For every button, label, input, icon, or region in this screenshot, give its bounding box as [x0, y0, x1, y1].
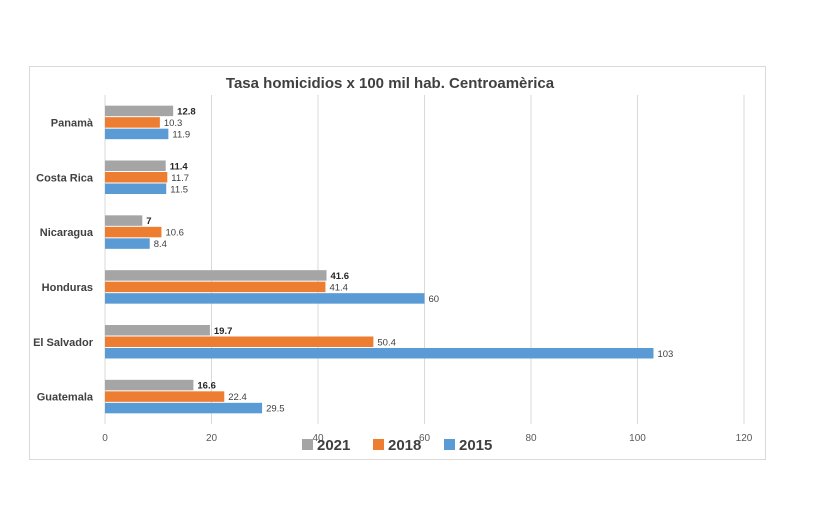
data-label-2018: 50.4	[377, 337, 396, 348]
bar-2018	[105, 281, 326, 293]
x-tick-label: 20	[206, 433, 218, 444]
bars-layer	[105, 105, 654, 414]
chart-title: Tasa homicidios x 100 mil hab. Centroamè…	[226, 75, 555, 92]
data-label-2015: 29.5	[266, 404, 285, 415]
category-label: Honduras	[42, 282, 93, 294]
data-label-2021: 7	[146, 216, 151, 227]
data-label-2015: 60	[429, 294, 440, 305]
x-tick-label: 100	[629, 433, 646, 444]
legend-label-2015: 2015	[459, 437, 492, 454]
bar-2015	[105, 293, 425, 304]
legend-swatch-2015	[444, 439, 455, 450]
bar-2021	[105, 270, 327, 281]
grid-layer	[104, 95, 745, 424]
bar-2021	[105, 215, 143, 226]
data-label-2018: 22.4	[228, 392, 247, 403]
bar-2018	[105, 117, 160, 128]
bar-2018	[105, 336, 374, 347]
bar-2018	[105, 226, 162, 238]
bar-2015	[105, 128, 169, 140]
legend-label-2018: 2018	[388, 437, 421, 454]
bar-2021	[105, 325, 210, 336]
data-label-2015: 11.9	[172, 129, 190, 140]
data-label-2021: 16.6	[197, 381, 216, 392]
data-label-2021: 11.4	[170, 161, 189, 172]
bar-2021	[105, 160, 166, 171]
data-label-2018: 41.4	[329, 282, 348, 293]
category-label: Panamà	[51, 117, 94, 129]
category-label: Nicaragua	[40, 227, 94, 239]
legend: 2021 2018 2015	[302, 437, 492, 454]
data-label-2021: 12.8	[177, 106, 196, 117]
category-label: Guatemala	[37, 392, 94, 404]
bar-2015	[105, 402, 263, 414]
bar-2018	[105, 172, 168, 183]
axis-layer: 0 20 40 60 80 100 120 Panamà Costa Rica Nicaragua…	[33, 117, 753, 444]
data-label-2015: 8.4	[154, 239, 167, 250]
category-label: Costa Rica	[36, 172, 94, 184]
bar-2018	[105, 391, 225, 402]
bar-2015	[105, 348, 654, 359]
x-tick-label: 0	[102, 433, 108, 444]
data-label-2018: 10.6	[165, 228, 184, 239]
x-tick-label: 60	[419, 433, 431, 444]
bar-2021	[105, 105, 174, 117]
chart-frame: Tasa homicidios x 100 mil hab. Centroamè…	[29, 66, 766, 460]
data-label-2018: 11.7	[171, 173, 189, 184]
legend-swatch-2021	[302, 439, 313, 450]
labels-layer: 12.810.311.9 11.411.711.5 7 10.68.4 41.641.4…	[146, 106, 673, 414]
data-label-2018: 10.3	[164, 118, 183, 129]
x-tick-label: 80	[525, 433, 537, 444]
data-label-2021: 19.7	[214, 326, 233, 337]
data-label-2015: 103	[657, 349, 673, 360]
data-label-2021: 41.6	[331, 271, 350, 282]
bar-2021	[105, 379, 194, 391]
legend-label-2021: 2021	[317, 437, 350, 454]
bar-2015	[105, 183, 167, 194]
x-tick-label: 120	[736, 433, 753, 444]
chart-svg: Tasa homicidios x 100 mil hab. Centroamè…	[33, 75, 753, 454]
category-label: El Salvador	[33, 337, 94, 349]
data-label-2015: 11.5	[170, 184, 188, 195]
x-tick-label: 40	[312, 433, 324, 444]
legend-swatch-2018	[373, 439, 384, 450]
bar-2015	[105, 238, 150, 249]
